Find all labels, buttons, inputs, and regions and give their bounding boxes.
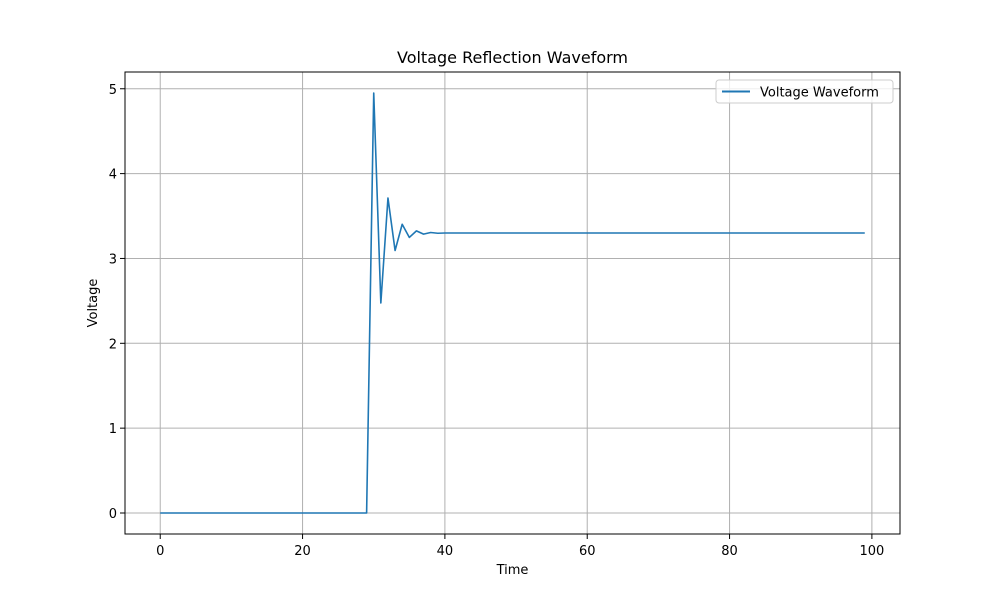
- x-tick-label: 40: [437, 544, 454, 559]
- x-tick-label: 20: [294, 544, 311, 559]
- x-tick-label: 100: [859, 544, 884, 559]
- x-axis-label: Time: [496, 563, 529, 578]
- y-tick-label: 0: [109, 507, 117, 522]
- y-tick-label: 3: [109, 252, 117, 267]
- legend: Voltage Waveform: [715, 79, 894, 104]
- y-axis-label: Voltage: [86, 279, 101, 328]
- x-tick-label: 80: [721, 544, 738, 559]
- series-layer: [160, 92, 865, 514]
- ticks: 0 20 40 60 80 100 0 1 2 3 4 5: [109, 83, 885, 559]
- x-tick-label: 0: [156, 544, 164, 559]
- y-tick-label: 1: [109, 422, 117, 437]
- y-tick-label: 4: [109, 168, 117, 183]
- plot-frame: [124, 71, 901, 535]
- grid: [125, 72, 900, 534]
- legend-entry-voltage-waveform: Voltage Waveform: [760, 86, 879, 101]
- legend-box: [715, 79, 894, 104]
- y-tick-label: 2: [109, 337, 117, 352]
- series-line-voltage-waveform: [160, 92, 865, 514]
- y-tick-label: 5: [109, 83, 117, 98]
- chart-title: Voltage Reflection Waveform: [397, 48, 628, 67]
- x-tick-label: 60: [579, 544, 596, 559]
